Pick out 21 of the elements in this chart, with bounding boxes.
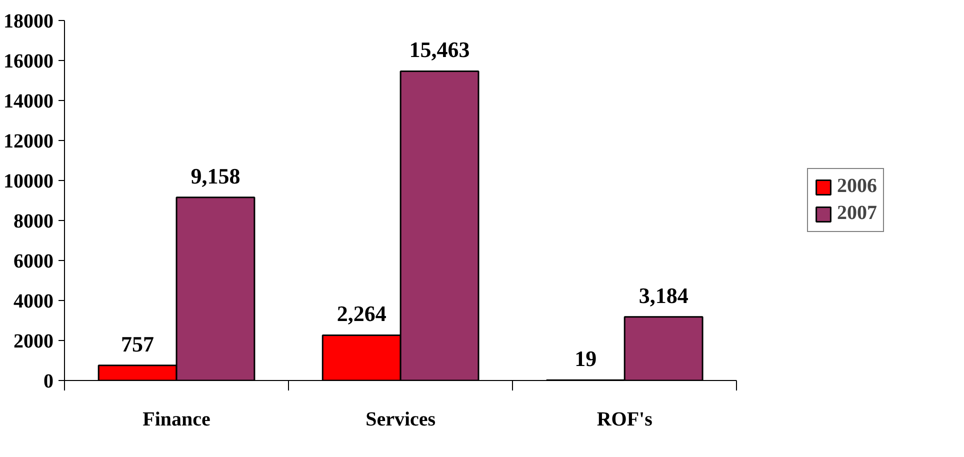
y-tick-label: 14000 bbox=[4, 90, 54, 112]
legend-label: 2006 bbox=[837, 175, 877, 198]
x-tick-label: Services bbox=[366, 408, 436, 430]
x-tick-label: Finance bbox=[142, 408, 211, 430]
x-tick-label: ROF's bbox=[596, 408, 653, 430]
y-tick-label: 10000 bbox=[4, 170, 54, 192]
y-tick-label: 12000 bbox=[4, 130, 54, 152]
data-label: 15,463 bbox=[409, 37, 470, 62]
data-label: 3,184 bbox=[638, 282, 688, 308]
y-tick-label: 4000 bbox=[14, 290, 54, 312]
y-tick-label: 16000 bbox=[4, 50, 54, 72]
y-tick-label: 2000 bbox=[14, 330, 54, 352]
y-tick-label: 0 bbox=[44, 370, 54, 392]
legend-label: 2007 bbox=[837, 202, 877, 225]
data-label: 19 bbox=[574, 346, 597, 372]
data-label: 2,264 bbox=[336, 301, 386, 326]
data-label: 9,158 bbox=[190, 163, 240, 188]
data-label: 757 bbox=[121, 331, 154, 356]
y-tick-label: 8000 bbox=[14, 210, 54, 232]
y-tick-label: 6000 bbox=[14, 250, 54, 272]
y-tick-label: 18000 bbox=[4, 10, 54, 32]
